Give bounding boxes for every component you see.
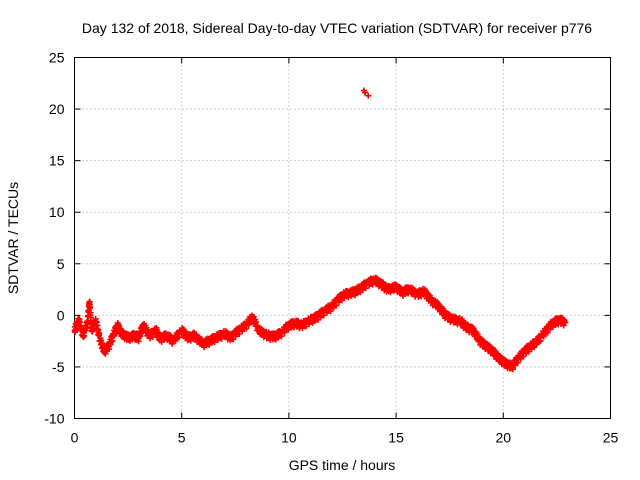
y-tick-label: 10 — [49, 204, 65, 220]
data-point — [362, 89, 369, 96]
y-tick-label: 5 — [57, 256, 65, 272]
data-point — [106, 346, 113, 353]
ticks — [74, 57, 611, 419]
y-tick-label: 0 — [57, 307, 65, 323]
y-tick-label: 20 — [49, 101, 65, 117]
data-point — [537, 337, 544, 344]
grid — [74, 57, 611, 419]
y-tick-label: 15 — [49, 153, 65, 169]
data-point — [218, 335, 225, 342]
data-point — [236, 330, 243, 337]
data-point — [92, 315, 99, 322]
y-axis-title: SDTVAR / TECUs — [5, 182, 21, 294]
plot-frame — [74, 57, 611, 419]
chart-title: Day 132 of 2018, Sidereal Day-to-day VTE… — [82, 20, 592, 36]
data-point — [303, 323, 310, 330]
data-point — [514, 359, 521, 366]
x-tick-labels: 0 5 10 15 20 25 — [71, 430, 619, 446]
data-point — [109, 337, 116, 344]
data-point — [560, 322, 567, 329]
data-point — [333, 302, 340, 309]
data-point — [176, 334, 183, 341]
data-point — [520, 353, 527, 360]
x-tick-label: 10 — [281, 430, 297, 446]
x-tick-label: 20 — [496, 430, 512, 446]
data-point — [87, 303, 94, 310]
data-point — [509, 366, 516, 373]
data-point — [387, 289, 394, 296]
y-tick-label: -10 — [44, 411, 64, 427]
data-point — [365, 92, 372, 99]
y-tick-label: 25 — [49, 50, 65, 66]
data-point — [544, 329, 551, 336]
x-tick-label: 25 — [603, 430, 619, 446]
data-point — [345, 294, 352, 301]
data-point — [169, 340, 176, 347]
x-tick-label: 15 — [388, 430, 404, 446]
y-tick-labels: -10 -5 0 5 10 15 20 25 — [44, 50, 64, 427]
data-point — [211, 339, 218, 346]
data-point — [327, 308, 334, 315]
x-tick-label: 5 — [178, 430, 186, 446]
data-point — [81, 332, 88, 339]
data-point — [320, 312, 327, 319]
data-point — [96, 330, 103, 337]
y-tick-label: -5 — [52, 359, 65, 375]
x-tick-label: 0 — [71, 430, 79, 446]
data-points — [71, 87, 569, 373]
data-point — [243, 325, 250, 332]
x-axis-title: GPS time / hours — [289, 457, 396, 473]
data-point — [135, 338, 142, 345]
data-point — [362, 285, 369, 292]
data-point — [278, 333, 285, 340]
data-point — [562, 319, 569, 326]
